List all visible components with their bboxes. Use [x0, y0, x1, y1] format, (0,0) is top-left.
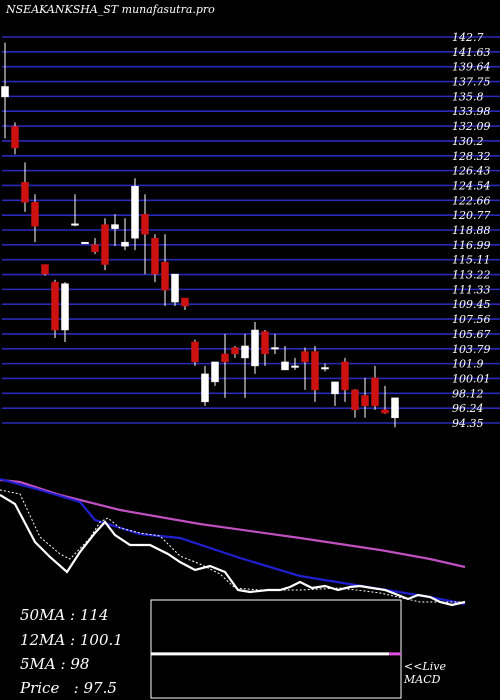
candle-bear — [341, 361, 349, 391]
stat-50ma: 50MA : 114 — [20, 606, 109, 624]
candle-bear — [381, 409, 389, 414]
stat-price-label: Price — [20, 679, 60, 697]
stat-price: Price : 97.5 — [20, 679, 117, 697]
macd-box — [150, 599, 402, 699]
price-line — [0, 494, 466, 607]
price-tick-label: 139.64 — [452, 61, 491, 74]
candle-bear — [301, 351, 309, 363]
candle-bull — [321, 367, 329, 370]
macd-panel — [150, 599, 402, 699]
candle-bull — [281, 361, 289, 371]
candle-bear — [351, 389, 359, 411]
price-tick-label: 137.75 — [452, 76, 491, 89]
price-tick-label: 115.11 — [452, 254, 491, 267]
price-tick-label: 128.32 — [452, 150, 491, 163]
stat-12ma: 12MA : 100.1 — [20, 631, 123, 649]
candle-bear — [91, 244, 99, 253]
moving-average-panel — [0, 477, 466, 607]
price-tick-label: 130.2 — [452, 135, 484, 148]
candle-bull — [241, 345, 249, 359]
price-tick-label: 116.99 — [452, 239, 491, 252]
candle-bear — [191, 341, 199, 363]
price-tick-label: 120.77 — [452, 209, 491, 222]
candle-bull — [171, 273, 179, 303]
candle-bull — [201, 373, 209, 403]
candle-bear — [21, 182, 29, 203]
price-tick-label: 107.56 — [452, 313, 491, 326]
ma-short-line — [0, 489, 465, 603]
price-tick-label: 96.24 — [452, 402, 484, 415]
price-tick-label: 133.98 — [452, 105, 491, 118]
price-tick-label: 94.35 — [452, 417, 484, 430]
price-tick-label: 105.67 — [452, 328, 491, 341]
live-macd-label: <<Live MACD — [404, 660, 446, 686]
candle-bull — [71, 223, 79, 226]
candle-bear — [11, 126, 19, 149]
candle-bear — [151, 237, 159, 275]
price-gridlines — [2, 36, 500, 424]
price-tick-label: 142.7 — [452, 31, 484, 44]
price-tick-label: 141.63 — [452, 46, 491, 59]
stat-price-value: 97.5 — [83, 679, 117, 697]
candle-bear — [141, 213, 149, 235]
candle-bull — [121, 241, 129, 247]
price-tick-label: 111.33 — [452, 283, 491, 296]
candle-bear — [161, 261, 169, 291]
price-tick-label: 100.01 — [452, 372, 491, 385]
price-tick-label: 124.54 — [452, 179, 491, 192]
candle-bear — [41, 264, 49, 275]
price-tick-label: 132.09 — [452, 120, 491, 133]
ma-mid-line — [0, 477, 466, 606]
candle-bull — [251, 329, 259, 367]
candle-bull — [1, 86, 9, 98]
ma-long-line — [0, 478, 466, 569]
candle-bull — [291, 365, 299, 368]
candle-bear — [181, 297, 189, 307]
candle-bull — [81, 241, 89, 244]
candle-bear — [101, 224, 109, 265]
candle-bear — [221, 353, 229, 363]
price-tick-label: 109.45 — [452, 298, 491, 311]
stat-50ma-value: 114 — [79, 606, 109, 624]
live-label: <<Live — [404, 660, 446, 673]
candle-bear — [231, 347, 239, 355]
chart-title: NSEAKANKSHA_ST munafasutra.pro — [6, 3, 215, 16]
candle-bull — [111, 224, 119, 229]
candle-bull — [331, 381, 339, 395]
price-tick-label: 101.9 — [452, 358, 484, 371]
candle-bull — [61, 283, 69, 331]
stat-5ma-value: 98 — [70, 655, 90, 673]
stat-12ma-label: 12MA — [20, 631, 66, 649]
candle-bear — [311, 351, 319, 391]
price-tick-label: 103.79 — [452, 343, 491, 356]
price-tick-label: 118.88 — [452, 224, 491, 237]
stat-5ma-label: 5MA — [20, 655, 56, 673]
price-tick-label: 122.66 — [452, 194, 491, 207]
stat-5ma: 5MA : 98 — [20, 655, 90, 673]
price-tick-label: 135.8 — [452, 90, 484, 103]
stat-12ma-value: 100.1 — [79, 631, 123, 649]
price-tick-label: 126.43 — [452, 165, 491, 178]
candle-bull — [211, 361, 219, 383]
candle-bear — [361, 395, 369, 407]
candle-bear — [371, 377, 379, 407]
candle-bear — [51, 281, 59, 331]
price-tick-label: 98.12 — [452, 387, 484, 400]
candle-bull — [391, 397, 399, 419]
candle-bull — [271, 347, 279, 350]
candle-bull — [131, 186, 139, 239]
candle-bear — [31, 202, 39, 227]
stat-50ma-label: 50MA — [20, 606, 66, 624]
macd-label: MACD — [404, 673, 441, 686]
price-tick-label: 113.22 — [452, 269, 491, 282]
candles — [1, 42, 399, 428]
candle-bear — [261, 331, 269, 355]
